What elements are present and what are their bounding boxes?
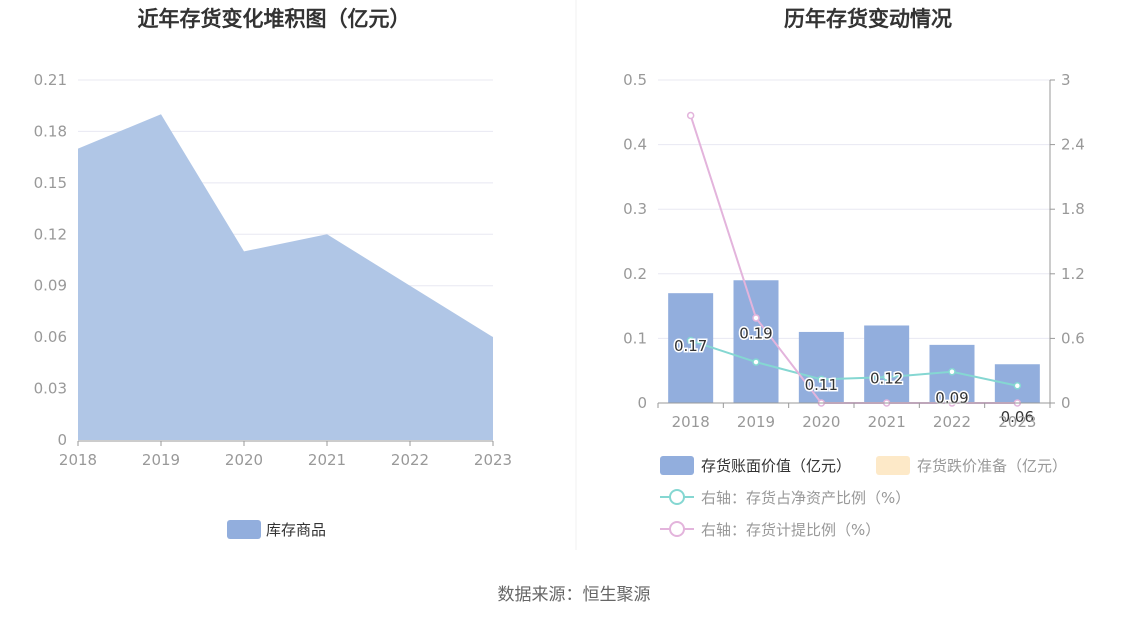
area-chart-legend[interactable]: 库存商品: [227, 520, 326, 539]
point-net-asset-ratio: [882, 373, 891, 381]
point-net-asset-ratio: [752, 358, 760, 366]
x-tick-label: 2020: [802, 413, 840, 431]
y-tick-label: 0.12: [34, 225, 67, 243]
left-y-tick-label: 0.5: [623, 71, 647, 89]
legend-item-provision-ratio[interactable]: 右轴：存货计提比例（%）: [660, 521, 880, 539]
right-y-tick-label: 0: [1061, 394, 1071, 412]
area-chart: 近年存货变化堆积图（亿元） 00.030.060.090.120.150.180…: [34, 7, 512, 539]
left-y-tick-label: 0.3: [623, 200, 647, 218]
bar-chart-right-y-axis: 0 0.6 1.2 1.8 2.4 3: [1049, 71, 1085, 412]
bar-data-label: 0.09: [935, 389, 968, 407]
point-net-asset-ratio: [817, 375, 826, 384]
y-tick-label: 0.03: [34, 380, 67, 398]
legend-label-provision-ratio: 右轴：存货计提比例（%）: [701, 521, 880, 539]
area-chart-y-axis: 0 0.03 0.06 0.09 0.12 0.15 0.18 0.21: [34, 71, 67, 449]
x-tick-label: 2019: [737, 413, 775, 431]
bar-book-value: [798, 331, 844, 403]
bar-data-label: 0.06: [1001, 408, 1034, 426]
point-provision-ratio: [686, 111, 695, 120]
legend-swatch-inventory-goods: [227, 520, 261, 539]
x-tick-label: 2019: [142, 451, 180, 469]
line-net-asset-ratio: [690, 339, 1018, 387]
right-y-tick-label: 3: [1061, 71, 1071, 89]
x-tick-label: 2022: [933, 413, 971, 431]
y-tick-label: 0.09: [34, 277, 67, 295]
right-y-tick-label: 1.8: [1061, 200, 1085, 218]
point-net-asset-ratio: [948, 368, 956, 376]
bar-chart-x-axis: 2018 2019 2020 2021 2022 2023: [657, 402, 1051, 431]
bar-chart-grid: [658, 79, 1050, 339]
bar-chart-left-y-axis: 0 0.1 0.2 0.3 0.4 0.5: [623, 71, 647, 412]
x-tick-label: 2023: [998, 413, 1036, 431]
area-chart-series: [78, 114, 493, 441]
area-series-inventory-goods: [78, 114, 493, 441]
bar-data-label: 0.17: [674, 337, 707, 355]
legend-swatch-book-value: [660, 456, 694, 475]
x-tick-label: 2021: [308, 451, 346, 469]
y-tick-label: 0.06: [34, 328, 67, 346]
bar-chart-title: 历年存货变动情况: [784, 7, 952, 31]
area-chart-x-axis: 2018 2019 2020 2021 2022 2023: [59, 440, 512, 469]
bar-data-label: 0.11: [805, 376, 838, 394]
bar-data-label: 0.19: [739, 324, 772, 342]
y-tick-label: 0: [57, 431, 67, 449]
point-net-asset-ratio: [686, 336, 695, 345]
x-tick-label: 2018: [59, 451, 97, 469]
bar-book-value: [864, 325, 910, 403]
bar-data-label: 0.12: [870, 369, 903, 387]
legend-item-book-value[interactable]: 存货账面价值（亿元）: [660, 456, 851, 475]
y-tick-label: 0.18: [34, 122, 67, 140]
bar-chart-legend[interactable]: 存货账面价值（亿元） 存货跌价准备（亿元） 右轴：存货占净资产比例（%） 右轴：…: [660, 456, 1067, 539]
x-tick-label: 2018: [672, 413, 710, 431]
legend-marker-net-asset-ratio: [669, 489, 685, 505]
y-tick-label: 0.15: [34, 174, 67, 192]
bar-book-value: [733, 280, 779, 403]
x-tick-label: 2021: [868, 413, 906, 431]
legend-item-impairment[interactable]: 存货跌价准备（亿元）: [876, 456, 1067, 475]
x-tick-label: 2023: [474, 451, 512, 469]
y-tick-label: 0.21: [34, 71, 67, 89]
left-y-tick-label: 0.1: [623, 329, 647, 347]
right-y-tick-label: 0.6: [1061, 329, 1085, 347]
left-y-tick-label: 0: [637, 394, 647, 412]
point-net-asset-ratio: [1013, 382, 1022, 390]
bar-book-value: [668, 293, 714, 403]
legend-marker-provision-ratio: [669, 521, 685, 537]
legend-swatch-impairment: [876, 456, 910, 475]
legend-label-book-value: 存货账面价值（亿元）: [701, 457, 851, 475]
right-y-tick-label: 1.2: [1061, 265, 1085, 283]
bar-line-chart: 历年存货变动情况 0 0.1 0.2 0.3 0.4 0.5 0 0.6 1.2 1.8 2.4 3…: [623, 7, 1085, 539]
data-source-note: 数据来源：恒生聚源: [497, 585, 651, 605]
legend-item-net-asset-ratio[interactable]: 右轴：存货占净资产比例（%）: [660, 489, 910, 507]
left-y-tick-label: 0.2: [623, 265, 647, 283]
bar-chart-bar-labels: 0.17 0.19 0.11 0.12 0.09 0.06: [672, 323, 1035, 428]
bar-chart-bars: [668, 280, 1040, 403]
x-tick-label: 2022: [391, 451, 429, 469]
legend-label-impairment: 存货跌价准备（亿元）: [917, 457, 1067, 475]
left-y-tick-label: 0.4: [623, 136, 647, 154]
x-tick-label: 2020: [225, 451, 263, 469]
legend-label-inventory-goods: 库存商品: [266, 521, 326, 539]
legend-label-net-asset-ratio: 右轴：存货占净资产比例（%）: [701, 489, 910, 507]
area-chart-title: 近年存货变化堆积图（亿元）: [138, 7, 411, 31]
point-provision-ratio: [752, 314, 760, 322]
right-y-tick-label: 2.4: [1061, 136, 1085, 154]
